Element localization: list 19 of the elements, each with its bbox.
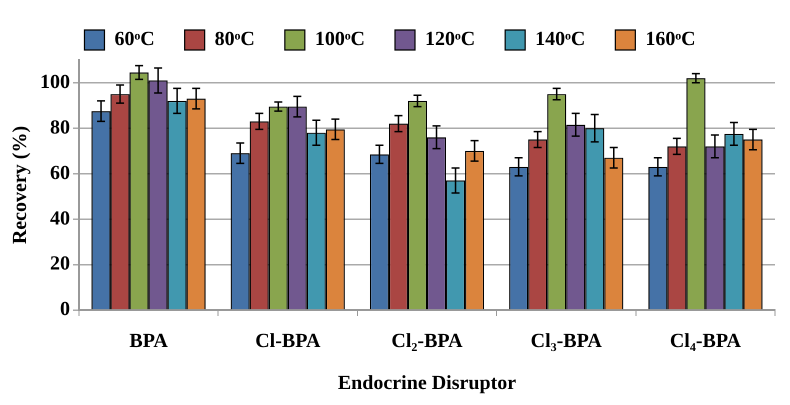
x-axis-title: Endocrine Disruptor <box>338 372 516 394</box>
y-tick-label: 60 <box>50 162 70 184</box>
x-tick-label: Cl₄-BPA <box>670 330 742 352</box>
y-tick-label: 80 <box>50 116 70 138</box>
x-tick-label: Cl-BPA <box>255 330 321 352</box>
x-tick-label: BPA <box>129 330 168 352</box>
legend-label: 80ᵒC <box>214 28 255 50</box>
y-tick-label: 100 <box>40 70 70 93</box>
x-tick-label: Cl₃-BPA <box>530 330 602 352</box>
legend-label: 120ᵒC <box>425 28 476 50</box>
y-tick-label: 20 <box>50 252 70 275</box>
x-tick-label: Cl₂-BPA <box>391 330 464 352</box>
legend-label: 100ᵒC <box>314 28 366 50</box>
y-tick-label: 40 <box>50 207 70 230</box>
y-tick-label: 0 <box>60 298 70 320</box>
legend-label: 160ᵒC <box>645 28 696 50</box>
y-axis-title: Recovery (%) <box>9 126 32 244</box>
legend-label: 140ᵒC <box>535 28 586 50</box>
legend-label: 60ᵒC <box>114 28 155 50</box>
